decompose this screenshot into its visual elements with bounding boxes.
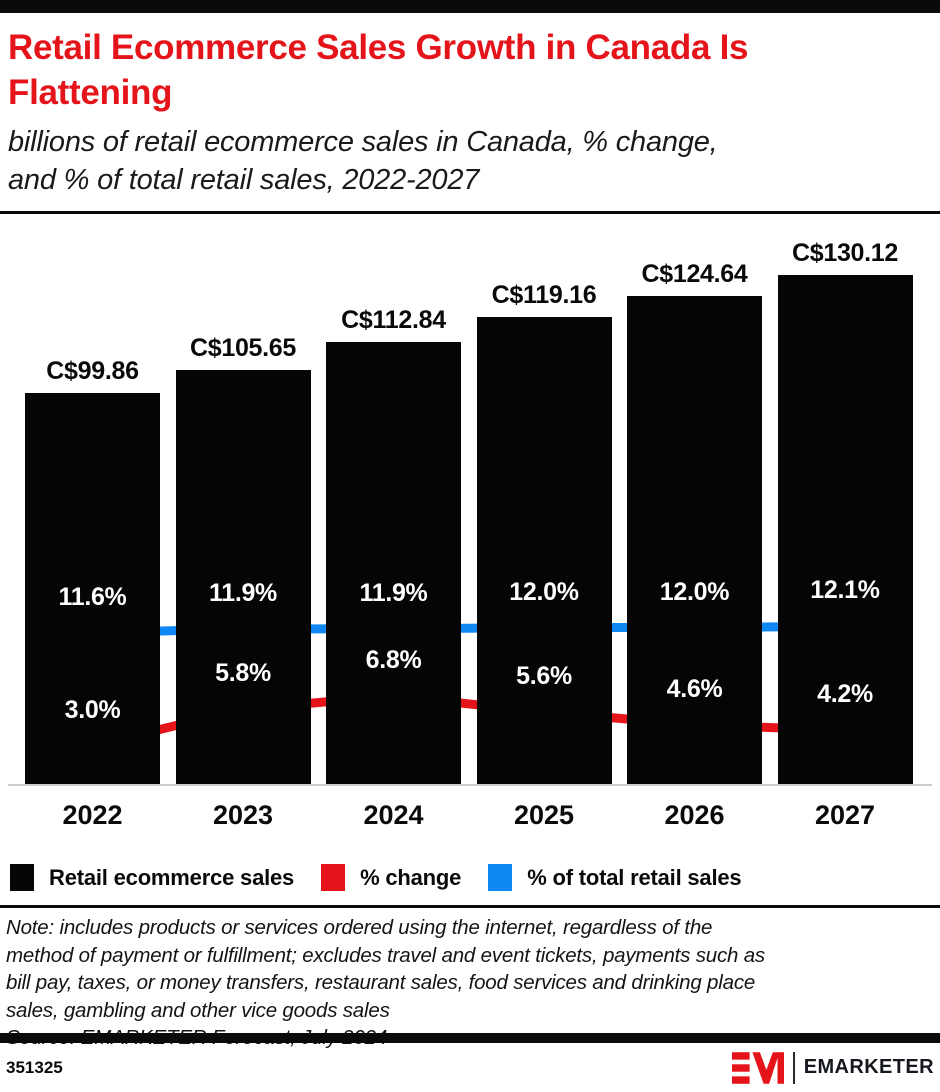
title-line: Retail Ecommerce Sales Growth in Canada … (8, 28, 749, 67)
header-divider (0, 211, 940, 214)
bar-2025 (476, 317, 612, 784)
note-line: method of payment or fulfillment; exclud… (6, 943, 765, 967)
top-black-strip (0, 0, 940, 13)
brand-logo: EMARKETER (731, 1051, 934, 1085)
bar-value-label-2025: C$119.16 (491, 281, 597, 310)
note-and-source: Note: includes products or services orde… (0, 908, 940, 1052)
bar-value-label-2027: C$130.12 (791, 238, 899, 267)
x-tick-2022: 2022 (62, 800, 123, 830)
legend-swatch (488, 864, 513, 891)
pct-change-label-2024: 6.8% (365, 645, 422, 674)
pct-change-label-2027: 4.2% (817, 680, 873, 709)
x-tick-2026: 2026 (664, 800, 725, 830)
x-axis-line (8, 784, 932, 786)
pct-of-total-retail-sales-label-2025: 12.0% (509, 577, 579, 606)
bar-2026 (627, 296, 762, 784)
brand-wordmark: EMARKETER (803, 1056, 934, 1078)
pct-of-total-retail-sales-label-2022: 11.6% (58, 582, 127, 611)
bar-2023 (175, 370, 311, 784)
pct-of-total-retail-sales-label-2024: 11.9% (359, 578, 428, 607)
chart-header: Retail Ecommerce Sales Growth in Canada … (0, 13, 940, 199)
footer-black-strip (0, 1033, 940, 1043)
legend-item: Retail ecommerce sales (10, 864, 294, 891)
pct-change-label-2022: 3.0% (64, 696, 121, 724)
subtitle-line: billions of retail ecommerce sales in Ca… (8, 126, 718, 158)
chart-id: 351325 (6, 1057, 63, 1077)
legend-swatch (321, 864, 346, 891)
bar-2024 (326, 342, 461, 784)
pct-change-label-2026: 4.6% (666, 674, 723, 703)
combo-chart: C$99.86 2022 C$105.65 2023 C$112.84 2024 C$119… (0, 218, 940, 858)
pct-change-label-2025: 5.6% (516, 661, 572, 690)
bar-value-label-2023: C$105.65 (189, 334, 297, 363)
bar-2022 (25, 393, 160, 784)
note-line: Note: includes products or services orde… (6, 916, 713, 939)
brand-separator (792, 1051, 795, 1084)
bar-2027 (777, 274, 913, 784)
subtitle-line: and % of total retail sales, 2022-2027 (8, 164, 480, 196)
chart-legend: Retail ecommerce sales % change % of total… (0, 858, 940, 905)
legend-label: Retail ecommerce sales (49, 864, 295, 890)
note-line: sales, gambling and other vice goods sal… (6, 998, 390, 1022)
legend-item: % change (321, 864, 461, 891)
legend-divider (0, 905, 940, 908)
pct-of-total-retail-sales-label-2027: 12.1% (810, 576, 880, 605)
legend-label: % change (360, 864, 462, 890)
x-tick-2024: 2024 (363, 800, 424, 830)
legend-swatch (10, 864, 34, 891)
chart-subtitle: billions of retail ecommerce sales in Ca… (8, 123, 932, 199)
bar-value-label-2026: C$124.64 (641, 260, 748, 289)
legend-item: % of total retail sales (488, 864, 742, 891)
x-tick-2023: 2023 (212, 800, 274, 830)
bar-value-label-2022: C$99.86 (46, 357, 139, 386)
pct-of-total-retail-sales-label-2026: 12.0% (659, 577, 730, 606)
footer: 351325 EMARKETER (0, 1043, 940, 1092)
title-line: Flattening (8, 73, 173, 112)
x-tick-2027: 2027 (814, 800, 876, 830)
page-title: Retail Ecommerce Sales Growth in Canada … (8, 25, 932, 115)
bar-value-label-2024: C$112.84 (341, 306, 446, 335)
pct-of-total-retail-sales-label-2023: 11.9% (208, 578, 277, 607)
note-line: bill pay, taxes, or money transfers, res… (6, 971, 756, 994)
legend-label: % of total retail sales (527, 864, 742, 890)
pct-change-label-2023: 5.8% (215, 659, 271, 688)
x-tick-2025: 2025 (513, 800, 575, 830)
em-monogram-icon (731, 1051, 784, 1084)
